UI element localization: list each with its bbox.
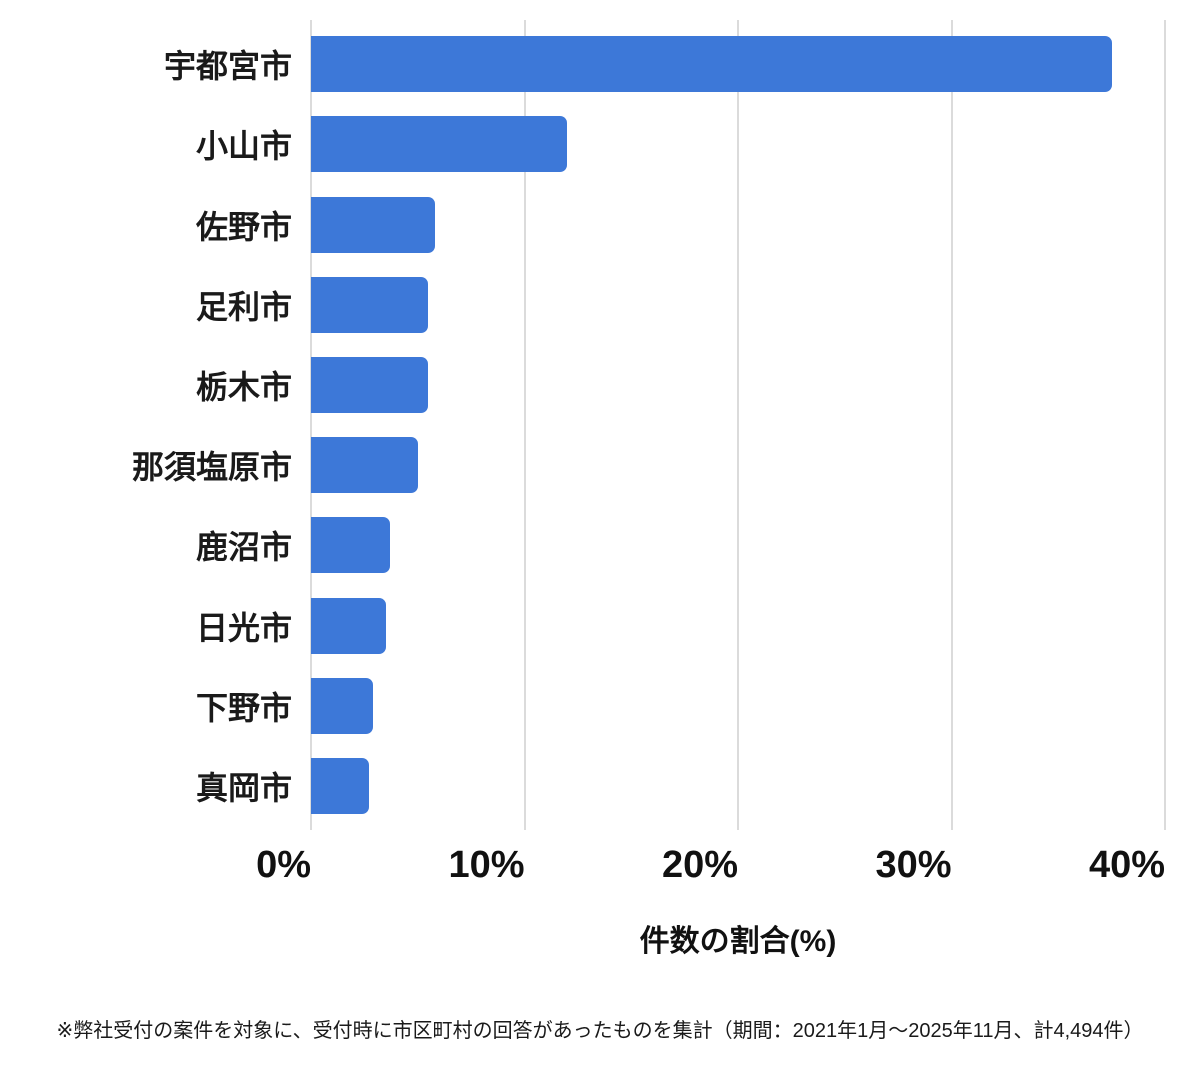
bar xyxy=(311,517,390,574)
gridline xyxy=(310,20,312,830)
bar xyxy=(311,116,568,173)
gridline xyxy=(737,20,739,830)
category-label: 佐野市 xyxy=(195,208,292,245)
category-label: 宇都宮市 xyxy=(163,48,292,85)
bar xyxy=(311,677,373,734)
category-label: 日光市 xyxy=(195,609,292,646)
x-tick-label: 40% xyxy=(1088,844,1165,886)
x-tick-label: 0% xyxy=(256,844,311,886)
bar xyxy=(311,356,429,413)
category-label: 真岡市 xyxy=(195,769,292,806)
category-label: 那須塩原市 xyxy=(131,449,292,486)
x-axis-title: 件数の割合(%) xyxy=(639,925,837,958)
category-label: 下野市 xyxy=(195,689,292,726)
category-label: 栃木市 xyxy=(195,368,292,405)
bar xyxy=(311,597,386,654)
bar xyxy=(311,757,369,814)
bar xyxy=(311,437,418,494)
gridline xyxy=(950,20,953,830)
x-tick-label: 10% xyxy=(448,844,525,886)
category-label: 鹿沼市 xyxy=(195,529,292,566)
bar xyxy=(311,196,435,253)
category-label: 小山市 xyxy=(195,128,292,165)
gridline xyxy=(523,20,526,830)
bar xyxy=(311,36,1112,93)
footnote: ※弊社受付の案件を対象に、受付時に市区町村の回答があったものを集計（期間：202… xyxy=(56,1020,1144,1042)
gridline xyxy=(1164,20,1166,830)
x-tick-label: 20% xyxy=(661,844,738,886)
x-tick-label: 30% xyxy=(875,844,952,886)
bar xyxy=(311,276,429,333)
category-label: 足利市 xyxy=(195,288,292,325)
